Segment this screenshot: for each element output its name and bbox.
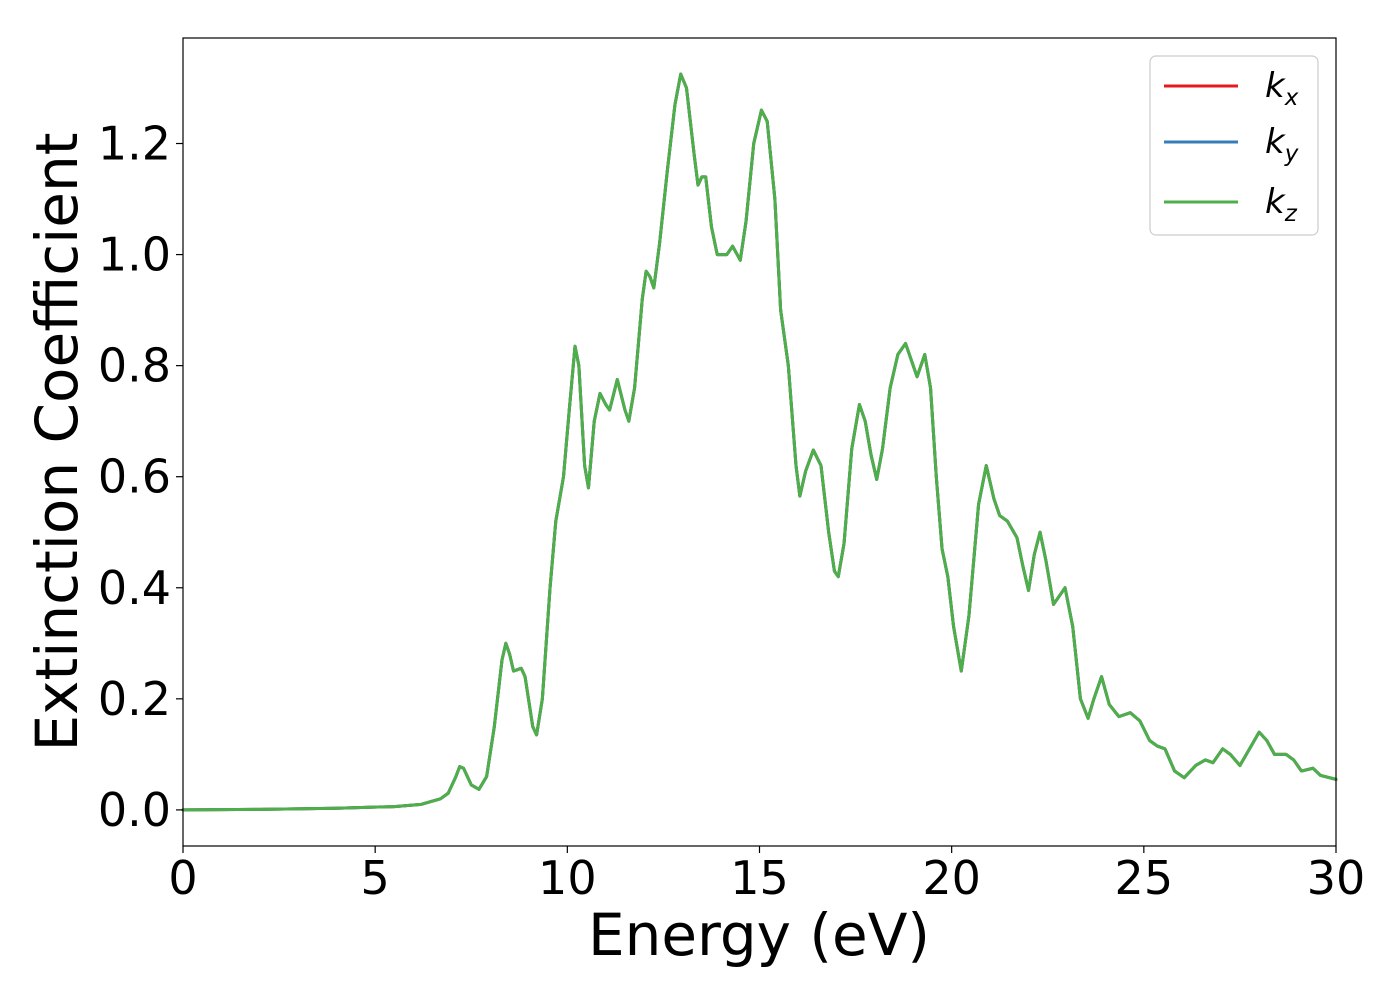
y-tick-label: 0.8	[98, 339, 171, 393]
legend-label-kz: kz	[1265, 182, 1298, 227]
x-tick-label: 0	[168, 851, 197, 905]
y-tick-label: 0.2	[98, 672, 171, 726]
x-axis-label: Energy (eV)	[588, 901, 930, 969]
y-tick-label: 0.0	[98, 783, 171, 837]
y-axis-ticks: 0.0 0.2 0.4 0.6 0.8 1.0 1.2	[98, 117, 183, 837]
legend: kx ky kz	[1149, 55, 1319, 236]
y-axis-label: Extinction Coefficient	[23, 133, 91, 752]
x-tick-label: 30	[1307, 851, 1366, 905]
x-tick-label: 5	[361, 851, 390, 905]
y-tick-label: 1.2	[98, 117, 171, 171]
x-axis-ticks: 0 5 10 15 20 25 30	[168, 846, 1365, 905]
y-tick-label: 1.0	[98, 228, 171, 282]
y-tick-label: 0.4	[98, 561, 171, 615]
x-tick-label: 15	[730, 851, 789, 905]
x-tick-label: 25	[1115, 851, 1174, 905]
x-tick-label: 10	[538, 851, 597, 905]
series-lines	[181, 72, 1338, 812]
legend-label-kx: kx	[1265, 66, 1299, 111]
y-tick-label: 0.6	[98, 450, 171, 504]
series-line-kz	[181, 72, 1338, 812]
legend-label-ky: ky	[1265, 122, 1299, 167]
x-tick-label: 20	[922, 851, 981, 905]
legend-box	[1149, 55, 1319, 236]
